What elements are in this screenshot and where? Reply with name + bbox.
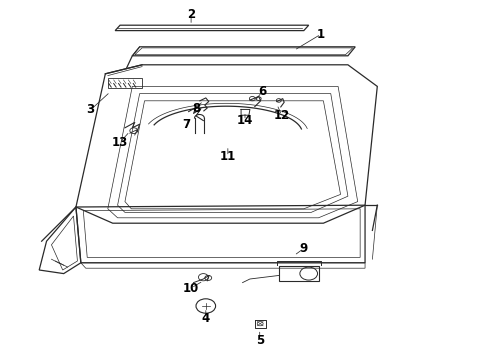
Text: 8: 8 <box>192 102 200 114</box>
Text: 4: 4 <box>202 312 210 325</box>
Text: 14: 14 <box>237 114 253 127</box>
Text: 12: 12 <box>273 109 290 122</box>
Text: 10: 10 <box>183 282 199 294</box>
Text: 9: 9 <box>300 242 308 255</box>
Text: 11: 11 <box>220 150 236 163</box>
Text: 7: 7 <box>182 118 190 131</box>
Text: 3: 3 <box>87 103 95 116</box>
Text: 6: 6 <box>258 85 266 98</box>
Text: 2: 2 <box>187 8 195 21</box>
Text: 5: 5 <box>256 334 264 347</box>
Text: 13: 13 <box>112 136 128 149</box>
Text: 1: 1 <box>317 28 325 41</box>
